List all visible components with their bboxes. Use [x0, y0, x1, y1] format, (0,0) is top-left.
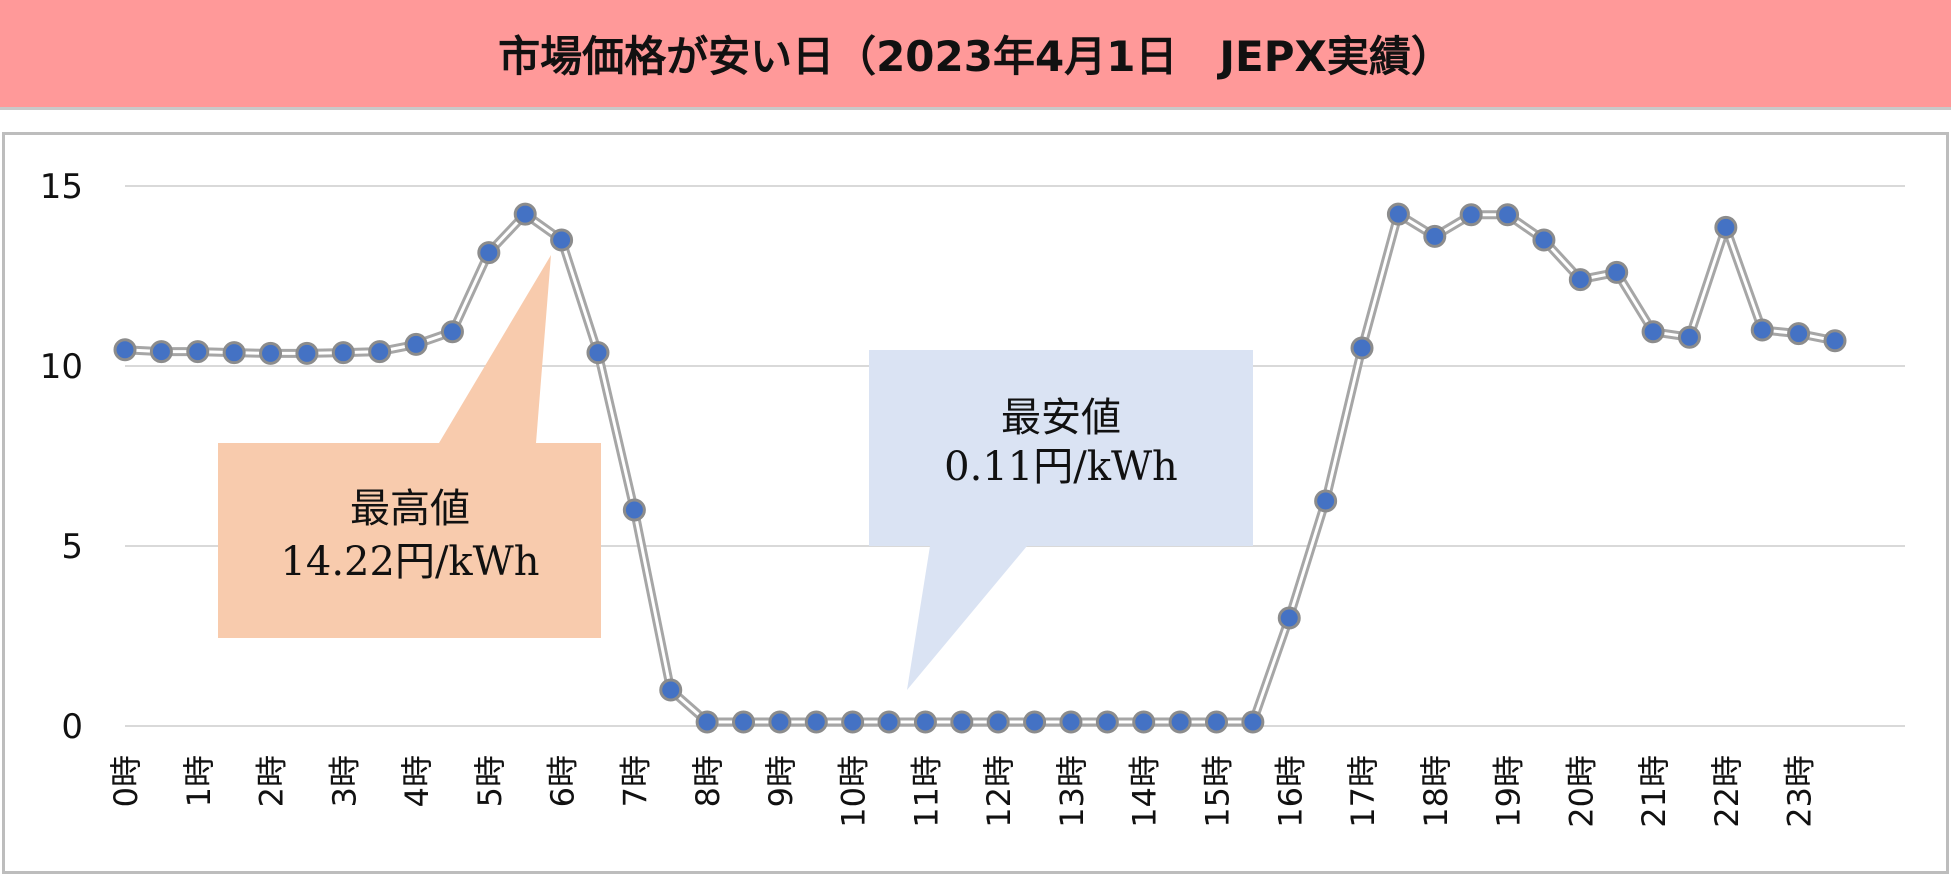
x-tick-label: 11時 [907, 755, 945, 828]
data-point [1386, 202, 1410, 226]
data-point [1459, 203, 1483, 227]
x-tick-label: 16時 [1271, 755, 1309, 828]
x-tick-label: 5時 [471, 755, 509, 807]
data-point [1750, 318, 1774, 342]
data-point [1787, 322, 1811, 346]
data-point [622, 498, 646, 522]
x-tick-label: 22時 [1708, 755, 1746, 828]
data-point [695, 710, 719, 734]
data-point [1314, 489, 1338, 513]
data-point [732, 710, 756, 734]
data-point [1241, 710, 1265, 734]
data-point [222, 341, 246, 365]
x-tick-label: 20時 [1562, 755, 1600, 828]
data-point [950, 710, 974, 734]
data-point [1423, 224, 1447, 248]
x-tick-label: 8時 [689, 755, 727, 807]
data-point [586, 341, 610, 365]
x-tick-label: 18時 [1417, 755, 1455, 828]
y-tick-label: 0 [61, 707, 83, 747]
y-tick-label: 5 [61, 527, 83, 567]
data-point [477, 241, 501, 265]
data-point [1532, 228, 1556, 252]
data-point [804, 710, 828, 734]
data-point [1277, 606, 1301, 630]
data-point [1641, 320, 1665, 344]
x-tick-label: 10時 [835, 755, 873, 828]
x-tick-label: 23時 [1781, 755, 1819, 828]
data-point [877, 710, 901, 734]
callout-max-shape [218, 255, 601, 638]
chart-frame: 0 5 10 15 最高値 14.22円/kWh 最安値 0.11円/kWh 0時 1時… [2, 132, 1949, 874]
data-point [331, 341, 355, 365]
chart-title: 市場価格が安い日（2023年4月1日 JEPX実績） [498, 32, 1453, 81]
price-markers [113, 202, 1847, 734]
data-point [1605, 260, 1629, 284]
x-tick-label: 0時 [107, 755, 145, 807]
callout-min-price: 最安値 0.11円/kWh [869, 350, 1253, 690]
data-point [1168, 710, 1192, 734]
x-tick-label: 19時 [1490, 755, 1528, 828]
data-point [1677, 325, 1701, 349]
data-point [149, 340, 173, 364]
data-point [440, 320, 464, 344]
data-point [1059, 710, 1083, 734]
x-tick-label: 3時 [325, 755, 363, 807]
data-point [913, 710, 937, 734]
x-tick-label: 12時 [980, 755, 1018, 828]
x-tick-label: 1時 [180, 755, 218, 807]
data-point [368, 340, 392, 364]
x-tick-label: 6時 [544, 755, 582, 807]
data-point [295, 341, 319, 365]
x-tick-label: 14時 [1126, 755, 1164, 828]
x-tick-label: 2時 [253, 755, 291, 807]
data-point [1350, 336, 1374, 360]
data-point [1496, 203, 1520, 227]
callout-min-shape [869, 350, 1253, 690]
callout-min-label: 最安値 [1001, 395, 1121, 441]
x-tick-label: 17時 [1344, 755, 1382, 828]
callout-max-label: 最高値 [350, 486, 470, 532]
title-bar: 市場価格が安い日（2023年4月1日 JEPX実績） [0, 0, 1951, 110]
data-point [986, 710, 1010, 734]
data-point [513, 202, 537, 226]
data-point [1204, 710, 1228, 734]
data-point [550, 228, 574, 252]
data-point [1132, 710, 1156, 734]
data-point [659, 678, 683, 702]
x-tick-label: 13時 [1053, 755, 1091, 828]
data-point [404, 332, 428, 356]
x-tick-label: 7時 [616, 755, 654, 807]
y-tick-label: 10 [40, 347, 83, 387]
x-tick-label: 9時 [762, 755, 800, 807]
callout-max-price: 最高値 14.22円/kWh [218, 255, 601, 638]
x-axis-ticks: 0時 1時 2時 3時 4時 5時 6時 7時 8時 9時 10時 11時 12時 13時 14時 15時 16… [107, 755, 1819, 828]
callout-min-value: 0.11円/kWh [944, 444, 1178, 490]
x-tick-label: 4時 [398, 755, 436, 807]
data-point [259, 341, 283, 365]
y-tick-label: 15 [40, 167, 83, 207]
data-point [1023, 710, 1047, 734]
data-point [768, 710, 792, 734]
data-point [841, 710, 865, 734]
x-tick-label: 15時 [1198, 755, 1236, 828]
callout-max-value: 14.22円/kWh [280, 539, 539, 585]
x-tick-label: 21時 [1635, 755, 1673, 828]
data-point [1714, 215, 1738, 239]
data-point [1823, 329, 1847, 353]
data-point [186, 340, 210, 364]
data-point [1568, 268, 1592, 292]
y-axis-ticks: 0 5 10 15 [40, 167, 83, 747]
line-chart: 0 5 10 15 最高値 14.22円/kWh 最安値 0.11円/kWh 0時 1時… [40, 167, 1905, 828]
data-point [1095, 710, 1119, 734]
data-point [113, 338, 137, 362]
